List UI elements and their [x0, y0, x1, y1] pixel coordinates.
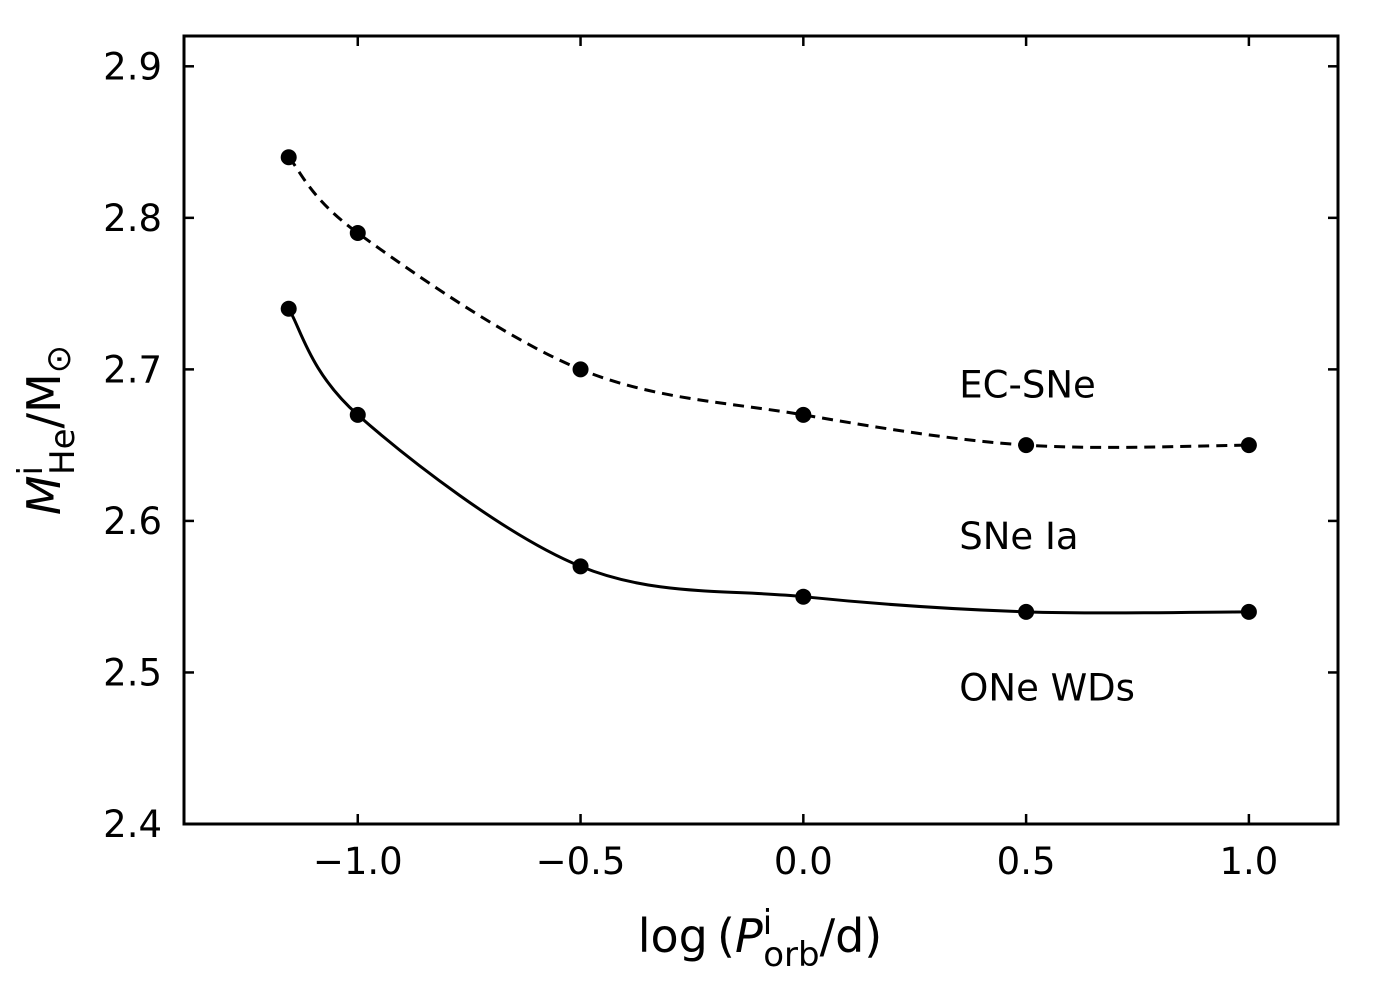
- y-tick-label: 2.7: [103, 348, 162, 391]
- y-tick-label: 2.6: [103, 500, 162, 543]
- series-layer: [280, 149, 1257, 620]
- data-point: [349, 406, 366, 423]
- data-point: [1240, 437, 1257, 454]
- data-point: [1018, 603, 1035, 620]
- annotation-label: ONe WDs: [959, 667, 1135, 710]
- y-axis-label: MiHe/M⊙: [11, 345, 83, 515]
- series-upper: [280, 149, 1257, 454]
- x-tick-label: 1.0: [1219, 840, 1278, 883]
- plot-frame: [182, 34, 1340, 826]
- data-point: [349, 225, 366, 241]
- data-point: [572, 558, 589, 575]
- y-tick-label: 2.8: [103, 197, 162, 240]
- plot-layer: [182, 34, 1340, 826]
- series-line-upper: [287, 156, 1249, 449]
- annotation-label: SNe Ia: [959, 515, 1078, 558]
- annotation-layer: EC-SNe SNe Ia ONe WDs: [959, 364, 1135, 710]
- x-axis-label: log (Pi orb/d): [638, 903, 883, 975]
- data-point: [280, 149, 297, 166]
- axis-labels-layer: log (Pi orb/d) MiHe/M⊙: [11, 345, 882, 975]
- data-point: [572, 361, 589, 378]
- y-tick-label: 2.4: [103, 803, 162, 846]
- data-point: [1240, 603, 1257, 620]
- series-lower: [280, 300, 1257, 620]
- y-tick-label: 2.9: [103, 45, 162, 88]
- x-tick-label: 0.5: [997, 840, 1056, 883]
- y-tick-label: 2.5: [103, 651, 162, 694]
- data-point: [795, 406, 812, 423]
- series-line-lower: [287, 307, 1249, 615]
- x-tick-label: −1.0: [313, 840, 403, 883]
- x-tick-label: −0.5: [536, 840, 626, 883]
- data-point: [280, 300, 297, 317]
- annotation-label: EC-SNe: [959, 364, 1096, 407]
- x-tick-label: 0.0: [774, 840, 833, 883]
- data-point: [1018, 437, 1035, 454]
- ticks-layer: −1.0 −0.5 0.0 0.5 1.0 2.4 2.5 2.6 2.7 2.8 2.9: [103, 36, 1338, 883]
- data-point: [795, 588, 812, 605]
